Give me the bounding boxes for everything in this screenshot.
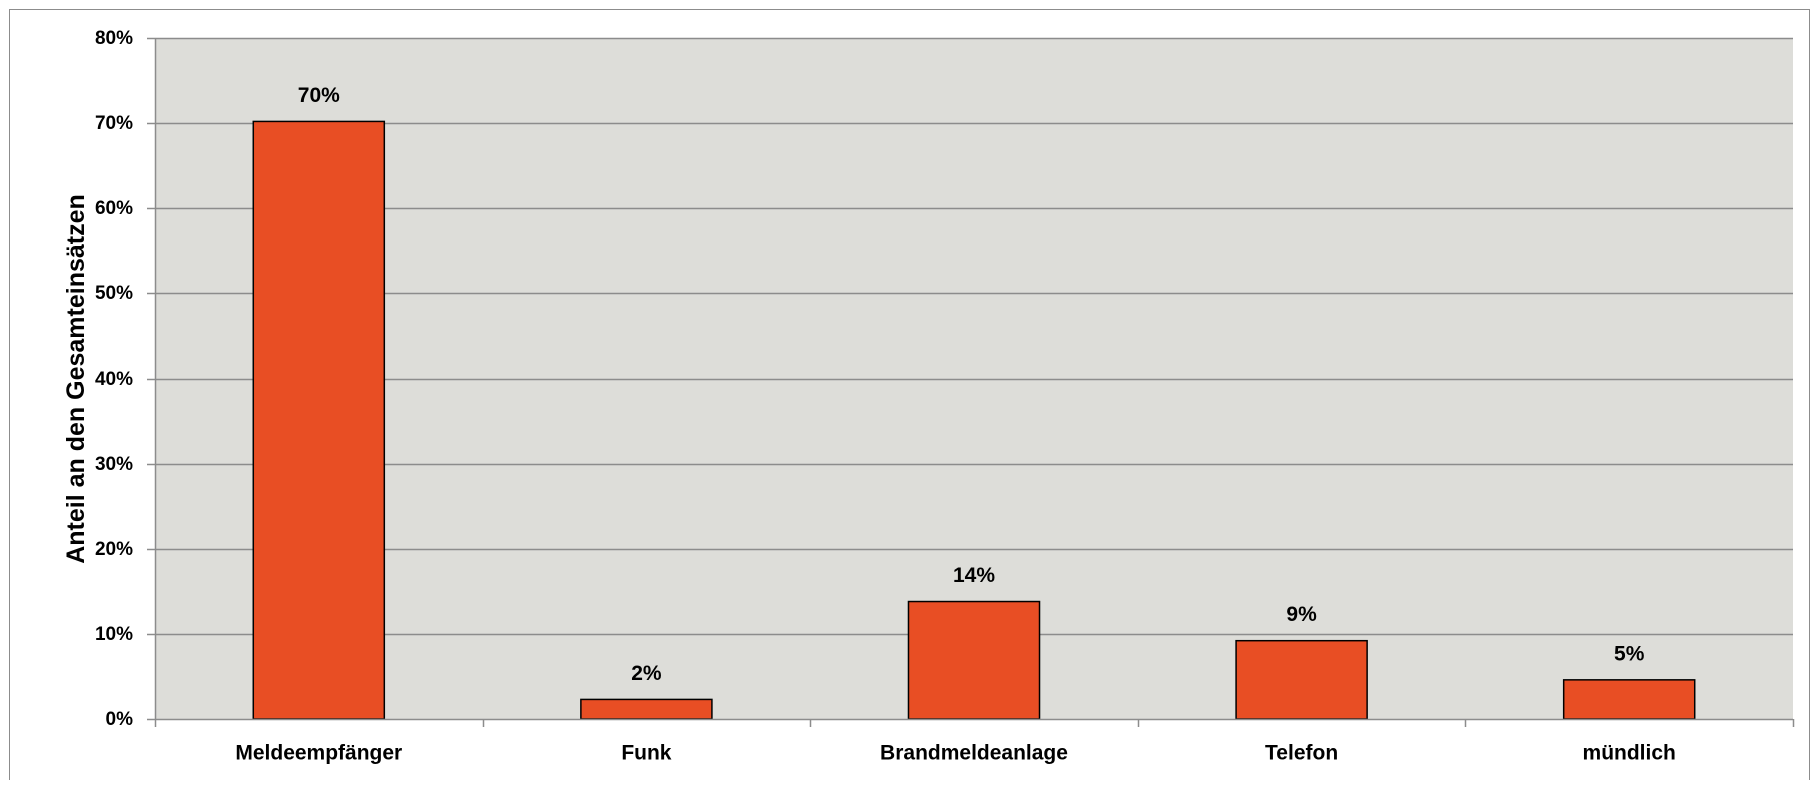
bar-2 (907, 600, 1041, 720)
y-tick-label: 20% (95, 539, 133, 560)
data-labels: 70% 2% 14% 9% 5% (298, 84, 1645, 685)
y-tick-label: 10% (95, 624, 133, 645)
bars (252, 120, 1696, 720)
bar-0 (252, 120, 386, 720)
bar-3 (1235, 639, 1368, 720)
y-tick-label: 0% (106, 709, 134, 730)
y-tick-label: 30% (95, 454, 133, 475)
data-label: 5% (1614, 642, 1645, 665)
gridlines (155, 37, 1793, 636)
y-tick-label: 40% (95, 369, 133, 390)
data-label: 9% (1286, 603, 1317, 626)
y-tick-label: 50% (95, 283, 133, 304)
bar-4 (1562, 679, 1696, 720)
data-label: 14% (953, 564, 995, 587)
y-axis-title: Anteil an den Gesamteinsätzen (62, 194, 90, 564)
axes (154, 38, 1793, 721)
x-tick-label: mündlich (1583, 742, 1676, 765)
y-tick-label: 80% (95, 28, 133, 49)
bar-1 (580, 698, 713, 720)
data-label: 2% (631, 662, 662, 685)
y-axis-ticks: 0% 10% 20% 30% 40% 50% 60% 70% 80% (95, 28, 155, 730)
x-tick-label: Telefon (1265, 742, 1338, 765)
x-tick-label: Brandmeldeanlage (880, 742, 1068, 765)
y-tick-label: 70% (95, 113, 133, 134)
x-tick-label: Meldeempfänger (235, 742, 402, 765)
data-label: 70% (298, 84, 340, 107)
x-axis-ticks: Meldeempfänger Funk Brandmeldeanlage Telefo… (154, 719, 1795, 765)
x-tick-label: Funk (621, 742, 671, 765)
y-tick-label: 60% (95, 198, 133, 219)
